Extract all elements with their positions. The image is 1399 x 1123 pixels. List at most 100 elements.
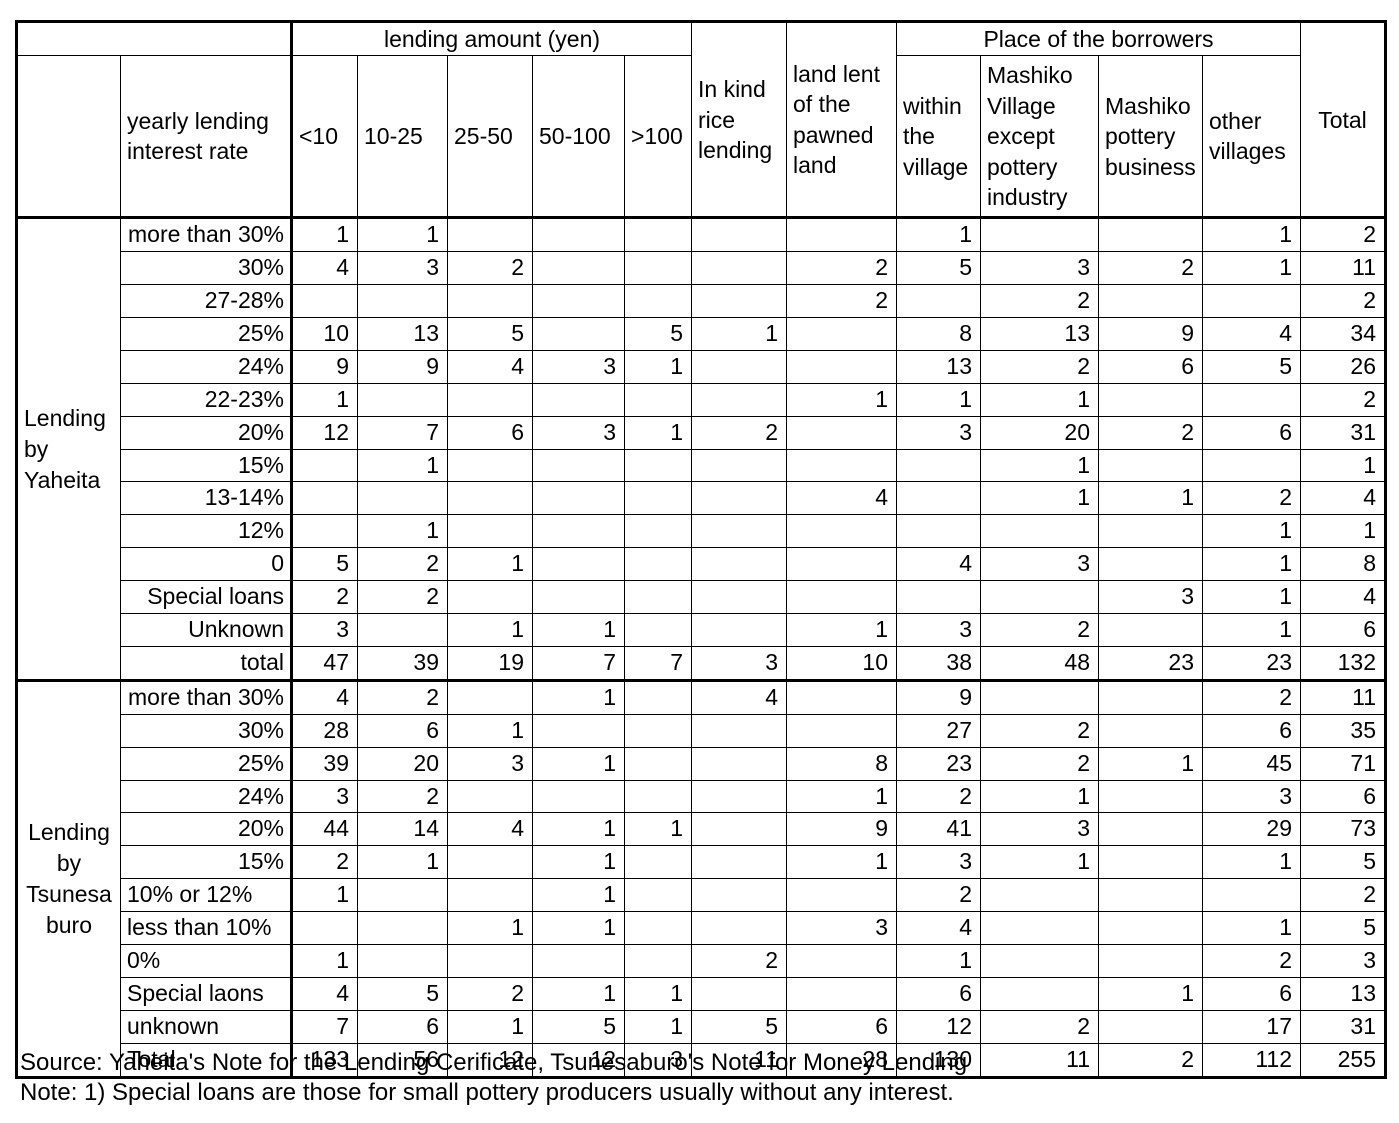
- table-row: 25% 39 20 3 1 8 23 2 1 45 71: [17, 746, 1386, 781]
- data-cell: [786, 216, 897, 253]
- data-cell: [624, 713, 692, 748]
- data-cell: 3: [624, 1042, 692, 1078]
- row-label: 30%: [120, 251, 293, 286]
- row-label: 13-14%: [120, 481, 293, 516]
- data-cell: [532, 317, 625, 351]
- data-cell: [980, 943, 1099, 978]
- data-cell: 7: [532, 645, 625, 681]
- table-row: 20% 12 7 6 3 1 2 3 20 2 6 31: [17, 415, 1386, 450]
- data-cell: [691, 845, 787, 880]
- data-cell: 1: [532, 613, 625, 647]
- data-cell: [447, 779, 533, 814]
- data-cell: [291, 448, 358, 483]
- data-cell: [980, 514, 1099, 549]
- row-label: 27-28%: [120, 284, 293, 319]
- data-cell: 1: [624, 812, 692, 847]
- data-cell: [1098, 911, 1203, 945]
- data-cell: 34: [1300, 317, 1386, 351]
- data-cell: [691, 779, 787, 814]
- data-cell: [624, 943, 692, 978]
- data-cell: [357, 382, 448, 417]
- data-cell: 1: [980, 845, 1099, 880]
- data-cell: [1098, 284, 1203, 319]
- table-row: 24% 9 9 4 3 1 13 2 6 5 26: [17, 349, 1386, 384]
- data-cell: 3: [691, 645, 787, 681]
- data-cell: 2: [357, 580, 448, 615]
- data-cell: [532, 547, 625, 582]
- data-cell: 1: [532, 976, 625, 1011]
- data-cell: 1: [786, 845, 897, 880]
- data-cell: [691, 746, 787, 781]
- row-label: Unknown: [120, 613, 293, 647]
- col-header-mashiko-village-except-pottery: Mashiko Village except pottery industry: [980, 55, 1099, 219]
- data-cell: [786, 878, 897, 913]
- col-header-other-villages: other villages: [1202, 55, 1301, 219]
- data-cell: [691, 812, 787, 847]
- data-cell: 6: [786, 1009, 897, 1044]
- row-label: 12%: [120, 514, 293, 549]
- data-cell: 1: [291, 943, 358, 978]
- data-cell: [786, 415, 897, 450]
- data-cell: 1: [980, 382, 1099, 417]
- data-cell: 1: [1202, 216, 1301, 253]
- data-cell: [291, 481, 358, 516]
- data-cell: [624, 911, 692, 945]
- data-cell: [691, 613, 787, 647]
- data-cell: 1: [980, 779, 1099, 814]
- table-row: unknown 7 6 1 5 1 5 6 12 2 17 31: [17, 1009, 1386, 1044]
- data-cell: 1: [786, 613, 897, 647]
- data-cell: 6: [1300, 613, 1386, 647]
- data-cell: 1: [1202, 514, 1301, 549]
- data-cell: 3: [1202, 779, 1301, 814]
- data-cell: 9: [291, 349, 358, 384]
- data-cell: [1098, 845, 1203, 880]
- table-row: 30% 28 6 1 27 2 6 35: [17, 713, 1386, 748]
- row-label: total: [120, 645, 293, 681]
- data-cell: [447, 382, 533, 417]
- data-cell: 4: [291, 976, 358, 1011]
- data-cell: 2: [896, 779, 981, 814]
- data-cell: 11: [1300, 251, 1386, 286]
- data-cell: [624, 613, 692, 647]
- table-row: total 47 39 19 7 7 3 10 38 48 23 23 132: [17, 645, 1386, 681]
- data-cell: [532, 284, 625, 319]
- data-cell: [1098, 812, 1203, 847]
- data-cell: 39: [357, 645, 448, 681]
- data-cell: [691, 284, 787, 319]
- data-cell: [1098, 1009, 1203, 1044]
- table-row: 12% 1 1 1: [17, 514, 1386, 549]
- data-cell: [624, 251, 692, 286]
- data-cell: [786, 514, 897, 549]
- data-cell: [624, 382, 692, 417]
- data-cell: 1: [357, 514, 448, 549]
- data-cell: 2: [691, 415, 787, 450]
- data-cell: [786, 317, 897, 351]
- data-cell: 7: [357, 415, 448, 450]
- data-cell: [357, 943, 448, 978]
- data-cell: [1098, 678, 1203, 715]
- data-cell: [691, 349, 787, 384]
- data-cell: 4: [447, 812, 533, 847]
- data-cell: 73: [1300, 812, 1386, 847]
- data-cell: 1: [447, 547, 533, 582]
- data-cell: 2: [291, 845, 358, 880]
- data-cell: 1: [1202, 845, 1301, 880]
- data-cell: 44: [291, 812, 358, 847]
- data-cell: [357, 284, 448, 319]
- data-cell: 31: [1300, 1009, 1386, 1044]
- data-cell: [896, 580, 981, 615]
- row-label: 22-23%: [120, 382, 293, 417]
- data-cell: [691, 216, 787, 253]
- data-cell: [980, 580, 1099, 615]
- row-label: Special loans: [120, 580, 293, 615]
- data-cell: [786, 976, 897, 1011]
- data-cell: [691, 580, 787, 615]
- row-label: 20%: [120, 812, 293, 847]
- data-cell: [1098, 547, 1203, 582]
- data-cell: 1: [532, 812, 625, 847]
- data-cell: [624, 547, 692, 582]
- data-cell: 1: [624, 976, 692, 1011]
- data-cell: [896, 284, 981, 319]
- data-cell: 1: [447, 1009, 533, 1044]
- header-row-groups: lending amount (yen) In kind rice lendin…: [16, 20, 1386, 219]
